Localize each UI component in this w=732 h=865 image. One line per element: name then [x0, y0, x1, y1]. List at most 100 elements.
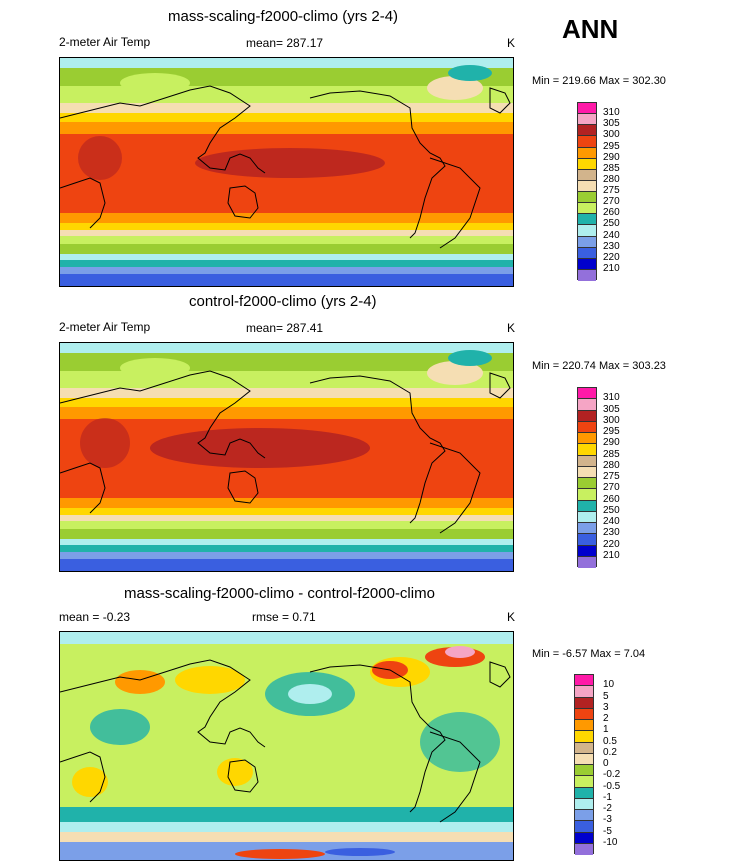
colorbar-swatch [578, 421, 596, 433]
colorbar-swatch [578, 500, 596, 512]
colorbar-swatch [578, 511, 596, 523]
colorbar-label: 5 [603, 690, 609, 702]
colorbar-label: 305 [603, 118, 620, 130]
colorbar-label: 290 [603, 437, 620, 449]
panel2-title: control-f2000-climo (yrs 2-4) [189, 293, 377, 310]
panel1-mean: mean= 287.17 [246, 36, 324, 50]
colorbar-label: -0.5 [603, 780, 621, 792]
colorbar-label: 3 [603, 701, 609, 713]
colorbar-swatch [575, 731, 593, 743]
panel2-unit: K [507, 321, 516, 335]
colorbar-label: 0.5 [603, 735, 617, 747]
colorbar-swatch [578, 410, 596, 422]
colorbar-label: 280 [603, 173, 620, 185]
colorbar-label: 310 [603, 392, 620, 404]
colorbar-swatch [575, 675, 593, 687]
colorbar-label: -3 [603, 814, 612, 826]
colorbar-swatch [575, 832, 593, 844]
panel2-minmax: Min = 220.74 Max = 303.23 [532, 360, 666, 372]
colorbar-swatch [575, 765, 593, 777]
colorbar-swatch [575, 742, 593, 754]
colorbar-swatch [578, 466, 596, 478]
colorbar-label: 285 [603, 448, 620, 460]
colorbar-label: 210 [603, 549, 620, 561]
panel1-title: mass-scaling-f2000-climo (yrs 2-4) [168, 8, 399, 25]
colorbar-label: 295 [603, 426, 620, 437]
panel1-colorbar [577, 102, 597, 281]
colorbar-swatch [578, 247, 596, 259]
colorbar-label: 230 [603, 240, 620, 252]
colorbar-swatch [575, 821, 593, 833]
colorbar-swatch [578, 158, 596, 170]
colorbar-label: 300 [603, 129, 620, 141]
colorbar-label: -0.2 [603, 769, 621, 781]
colorbar-label: 210 [603, 262, 620, 274]
colorbar-swatch [575, 686, 593, 698]
colorbar-label: 285 [603, 162, 620, 174]
panel1-minmax: Min = 219.66 Max = 302.30 [532, 75, 666, 87]
colorbar-swatch [578, 523, 596, 535]
colorbar-label: 220 [603, 538, 620, 550]
colorbar-swatch [578, 125, 596, 137]
colorbar-label: 220 [603, 251, 620, 263]
colorbar-label: 305 [603, 403, 620, 415]
colorbar-label: 10 [603, 679, 615, 691]
panel1-unit: K [507, 36, 516, 50]
colorbar-label: 0.2 [603, 746, 617, 758]
panel3-minmax: Min = -6.57 Max = 7.04 [532, 648, 646, 660]
colorbar-swatch [578, 136, 596, 148]
panel3-colorbar [574, 674, 594, 855]
colorbar-label: 280 [603, 459, 620, 471]
panel2-mean: mean= 287.41 [246, 321, 324, 335]
colorbar-swatch [575, 697, 593, 709]
colorbar-label: 0 [603, 758, 609, 769]
panel2-colorbar [577, 387, 597, 568]
colorbar-label: 1 [603, 724, 609, 736]
colorbar-swatch [578, 478, 596, 490]
colorbar-label: 295 [603, 140, 620, 152]
colorbar-swatch [578, 169, 596, 181]
colorbar-swatch [578, 269, 596, 281]
colorbar-label: 240 [603, 516, 620, 527]
colorbar-label: -5 [603, 825, 612, 837]
panel2-map [59, 342, 514, 572]
colorbar-label: 230 [603, 527, 620, 539]
panel3-mean: mean = -0.23 [59, 610, 131, 624]
colorbar-swatch [575, 798, 593, 810]
colorbar-label: 275 [603, 185, 620, 196]
colorbar-swatch [578, 180, 596, 192]
colorbar-swatch [575, 753, 593, 765]
colorbar-swatch [575, 787, 593, 799]
panel3-rmse: rmse = 0.71 [252, 610, 316, 624]
colorbar-label: 270 [603, 482, 620, 494]
colorbar-swatch [575, 843, 593, 855]
colorbar-swatch [578, 114, 596, 126]
colorbar-swatch [578, 225, 596, 237]
colorbar-label: -2 [603, 803, 612, 814]
panel3-map [59, 631, 514, 861]
colorbar-swatch [578, 444, 596, 456]
colorbar-swatch [578, 534, 596, 546]
colorbar-swatch [578, 388, 596, 400]
colorbar-label: 240 [603, 229, 620, 241]
colorbar-label: 250 [603, 218, 620, 230]
colorbar-swatch [578, 103, 596, 115]
panel1-variable: 2-meter Air Temp [59, 35, 151, 49]
colorbar-label: 260 [603, 493, 620, 505]
colorbar-label: 310 [603, 107, 620, 119]
panel2-variable: 2-meter Air Temp [59, 320, 151, 334]
colorbar-label: 260 [603, 207, 620, 219]
colorbar-swatch [575, 720, 593, 732]
colorbar-swatch [578, 556, 596, 568]
colorbar-label: 300 [603, 414, 620, 426]
panel1-map [59, 57, 514, 287]
colorbar-label: 290 [603, 151, 620, 163]
colorbar-swatch [578, 545, 596, 557]
panel3-title: mass-scaling-f2000-climo - control-f2000… [124, 585, 435, 602]
panel3-unit: K [507, 610, 516, 624]
colorbar-swatch [578, 455, 596, 467]
colorbar-swatch [578, 192, 596, 204]
colorbar-swatch [578, 214, 596, 226]
colorbar-label: -1 [603, 791, 612, 803]
colorbar-swatch [578, 147, 596, 159]
